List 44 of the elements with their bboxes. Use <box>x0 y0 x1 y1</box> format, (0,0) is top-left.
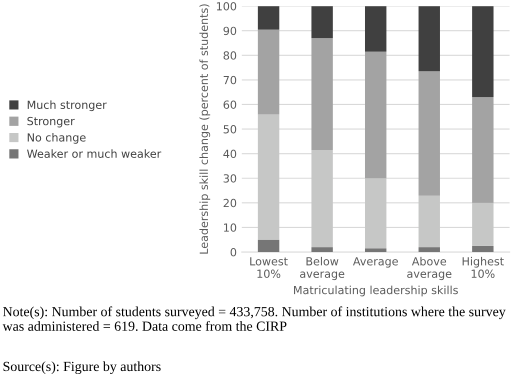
y-tick-label: 10 <box>224 223 236 232</box>
legend-label: Stronger <box>27 116 75 128</box>
bar <box>258 29 280 114</box>
legend-label: No change <box>28 133 86 144</box>
bar <box>418 247 440 252</box>
y-tick-label: 80 <box>224 51 236 60</box>
y-tick-label: 40 <box>223 150 236 158</box>
bar <box>418 195 440 248</box>
bar <box>311 150 333 248</box>
y-tick-label: 100 <box>216 2 236 11</box>
x-tick-label: Above average <box>407 256 452 280</box>
y-tick-label: 30 <box>224 174 236 183</box>
bar <box>364 178 386 248</box>
y-tick-label: 0 <box>230 248 236 256</box>
bar <box>258 114 280 240</box>
y-tick-label: 50 <box>224 125 236 134</box>
bar <box>364 52 386 178</box>
bar <box>418 6 440 72</box>
bar <box>418 71 440 196</box>
x-tick-label: Highest 10% <box>462 256 504 278</box>
bar <box>472 202 494 246</box>
bar <box>472 6 494 98</box>
bar <box>258 6 280 30</box>
bar <box>364 6 386 52</box>
x-tick-label: Average <box>352 257 398 268</box>
bar <box>311 38 333 150</box>
x-tick-label: Lowest 10% <box>250 257 288 278</box>
y-tick-label: 60 <box>224 100 236 109</box>
source-note: Source(s): Figure by authors <box>4 361 161 374</box>
y-axis-title: Leadership skill change (percent of students) <box>199 4 210 254</box>
text: Note(s): Number of students surveyed = 433,758. Number of institutions where the survey was administered = 619. Data come from the CIRP <box>2 306 506 331</box>
bar <box>311 6 333 38</box>
bar <box>472 246 494 252</box>
legend-label: Much stronger <box>28 100 107 112</box>
bar <box>472 97 494 203</box>
y-tick-label: 90 <box>224 26 236 36</box>
legend-label: Weaker or much weaker <box>27 149 162 158</box>
bar <box>258 240 280 252</box>
x-axis-title: Matriculating leadership skills <box>294 286 458 296</box>
y-tick-label: 20 <box>224 198 236 208</box>
bar <box>311 247 333 252</box>
bar <box>364 248 386 252</box>
y-tick-label: 70 <box>224 76 236 84</box>
x-tick-label: Below average <box>300 256 344 280</box>
